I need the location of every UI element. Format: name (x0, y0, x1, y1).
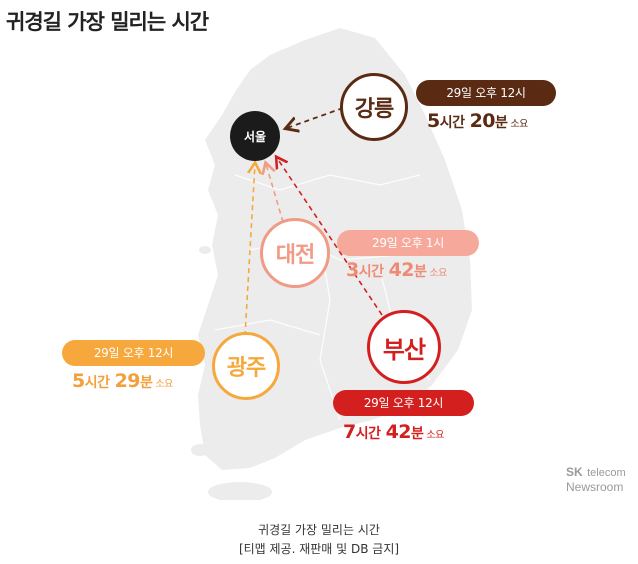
seoul-marker: 서울 (230, 111, 280, 161)
route-gangneung-arrow (287, 107, 344, 128)
time-pill-daejeon: 29일 오후 1시 (337, 230, 479, 256)
time-pill-gangneung: 29일 오후 12시 (416, 80, 556, 106)
route-gwangju-arrow (244, 164, 255, 337)
sk-telecom-newsroom-logo: SK telecom Newsroom (566, 465, 626, 494)
caption-line-1: 귀경길 가장 밀리는 시간 (258, 523, 380, 537)
route-daejeon-arrow (266, 164, 284, 223)
page-title: 귀경길 가장 밀리는 시간 (6, 10, 209, 34)
duration-gangneung: 5시간 20분 소요 (427, 110, 528, 132)
jeju-island (208, 482, 272, 500)
route-busan-arrow (277, 158, 383, 316)
duration-gwangju: 5시간 29분 소요 (72, 370, 173, 392)
city-gangneung: 강릉 (340, 73, 408, 141)
city-busan: 부산 (367, 310, 441, 384)
island (191, 444, 209, 456)
duration-daejeon: 3시간 42분 소요 (346, 259, 447, 281)
duration-busan: 7시간 42분 소요 (343, 421, 444, 443)
time-pill-gwangju: 29일 오후 12시 (62, 340, 205, 366)
caption-line-2: [티맵 제공. 재판매 및 DB 금지] (238, 542, 400, 556)
island (199, 246, 211, 254)
city-gwangju: 광주 (212, 332, 280, 400)
time-pill-busan: 29일 오후 12시 (333, 390, 474, 416)
city-daejeon: 대전 (260, 218, 330, 288)
